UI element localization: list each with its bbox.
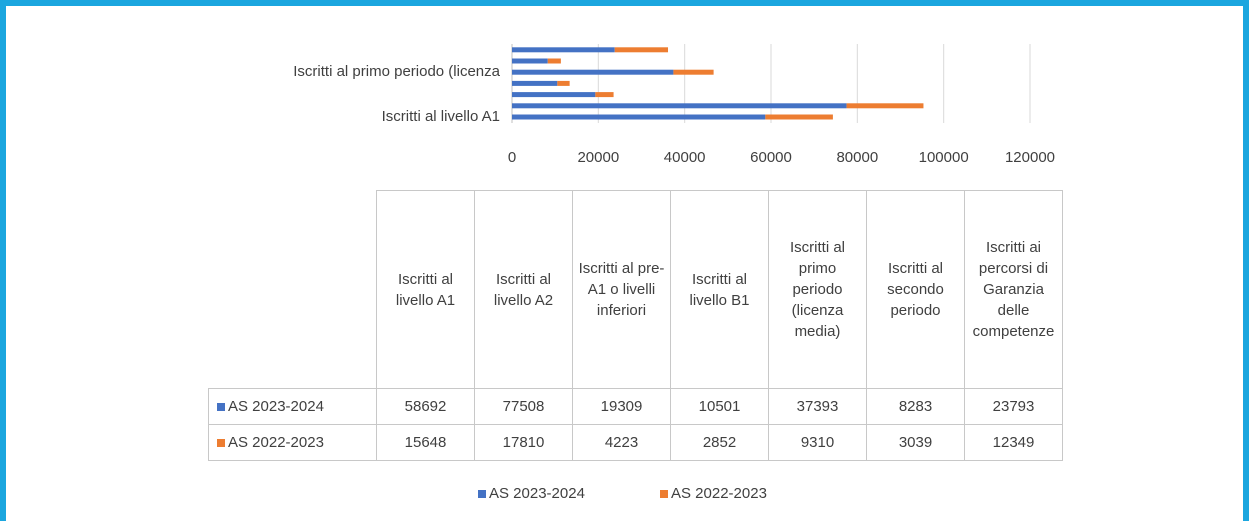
legend-key bbox=[217, 438, 225, 447]
table-cell: 12349 bbox=[964, 424, 1063, 461]
legend-key bbox=[660, 489, 668, 498]
table-cell: 9310 bbox=[768, 424, 867, 461]
table-header: Iscritti ai percorsi di Garanzia delle c… bbox=[964, 190, 1063, 389]
table-cell: 8283 bbox=[866, 388, 965, 425]
bar-segment bbox=[512, 58, 548, 64]
table-cell: 17810 bbox=[474, 424, 573, 461]
bar-segment bbox=[547, 58, 561, 64]
table-cell: 2852 bbox=[670, 424, 769, 461]
bar-segment bbox=[512, 103, 847, 109]
table-header: Iscritti al secondo periodo bbox=[866, 190, 965, 389]
bar-segment bbox=[512, 92, 596, 98]
bar-segment bbox=[673, 69, 714, 75]
bar-segment bbox=[595, 92, 614, 98]
table-cell: 19309 bbox=[572, 388, 671, 425]
x-tick-label: 80000 bbox=[836, 149, 878, 166]
legend-key bbox=[478, 489, 486, 498]
table-cell: 37393 bbox=[768, 388, 867, 425]
table-cell: 58692 bbox=[376, 388, 475, 425]
y-tick-label: Iscritti al primo periodo (licenza bbox=[293, 63, 500, 80]
bar-segment bbox=[512, 69, 674, 75]
bar-segment bbox=[512, 80, 558, 86]
table-cell: 4223 bbox=[572, 424, 671, 461]
table-cell: 3039 bbox=[866, 424, 965, 461]
table-header: Iscritti al livello B1 bbox=[670, 190, 769, 389]
row-label-text: AS 2023-2024 bbox=[228, 398, 324, 415]
legend-item: AS 2023-2024 bbox=[478, 485, 585, 502]
x-tick-label: 40000 bbox=[664, 149, 706, 166]
table-header: Iscritti al primo periodo (licenza media… bbox=[768, 190, 867, 389]
legend-label: AS 2022-2023 bbox=[671, 485, 767, 502]
legend-key bbox=[217, 402, 225, 411]
bar-segment bbox=[846, 103, 924, 109]
bar-segment bbox=[512, 47, 615, 53]
table-cell: 15648 bbox=[376, 424, 475, 461]
table-cell: 77508 bbox=[474, 388, 573, 425]
table-header: Iscritti al pre-A1 o livelli inferiori bbox=[572, 190, 671, 389]
y-tick-label: Iscritti al livello A1 bbox=[382, 108, 500, 125]
legend-item: AS 2022-2023 bbox=[660, 485, 767, 502]
bar-segment bbox=[512, 114, 766, 120]
table-header: Iscritti al livello A2 bbox=[474, 190, 573, 389]
table-cell: 23793 bbox=[964, 388, 1063, 425]
legend-label: AS 2023-2024 bbox=[489, 485, 585, 502]
x-tick-label: 60000 bbox=[750, 149, 792, 166]
row-label: AS 2022-2023 bbox=[208, 424, 377, 461]
bar-segment bbox=[557, 80, 570, 86]
x-tick-label: 0 bbox=[508, 149, 516, 166]
row-label-text: AS 2022-2023 bbox=[228, 434, 324, 451]
x-tick-label: 100000 bbox=[919, 149, 969, 166]
x-tick-label: 20000 bbox=[577, 149, 619, 166]
table-header: Iscritti al livello A1 bbox=[376, 190, 475, 389]
bar-segment bbox=[765, 114, 833, 120]
row-label: AS 2023-2024 bbox=[208, 388, 377, 425]
table-cell: 10501 bbox=[670, 388, 769, 425]
bar-segment bbox=[614, 47, 669, 53]
x-tick-label: 120000 bbox=[1005, 149, 1055, 166]
